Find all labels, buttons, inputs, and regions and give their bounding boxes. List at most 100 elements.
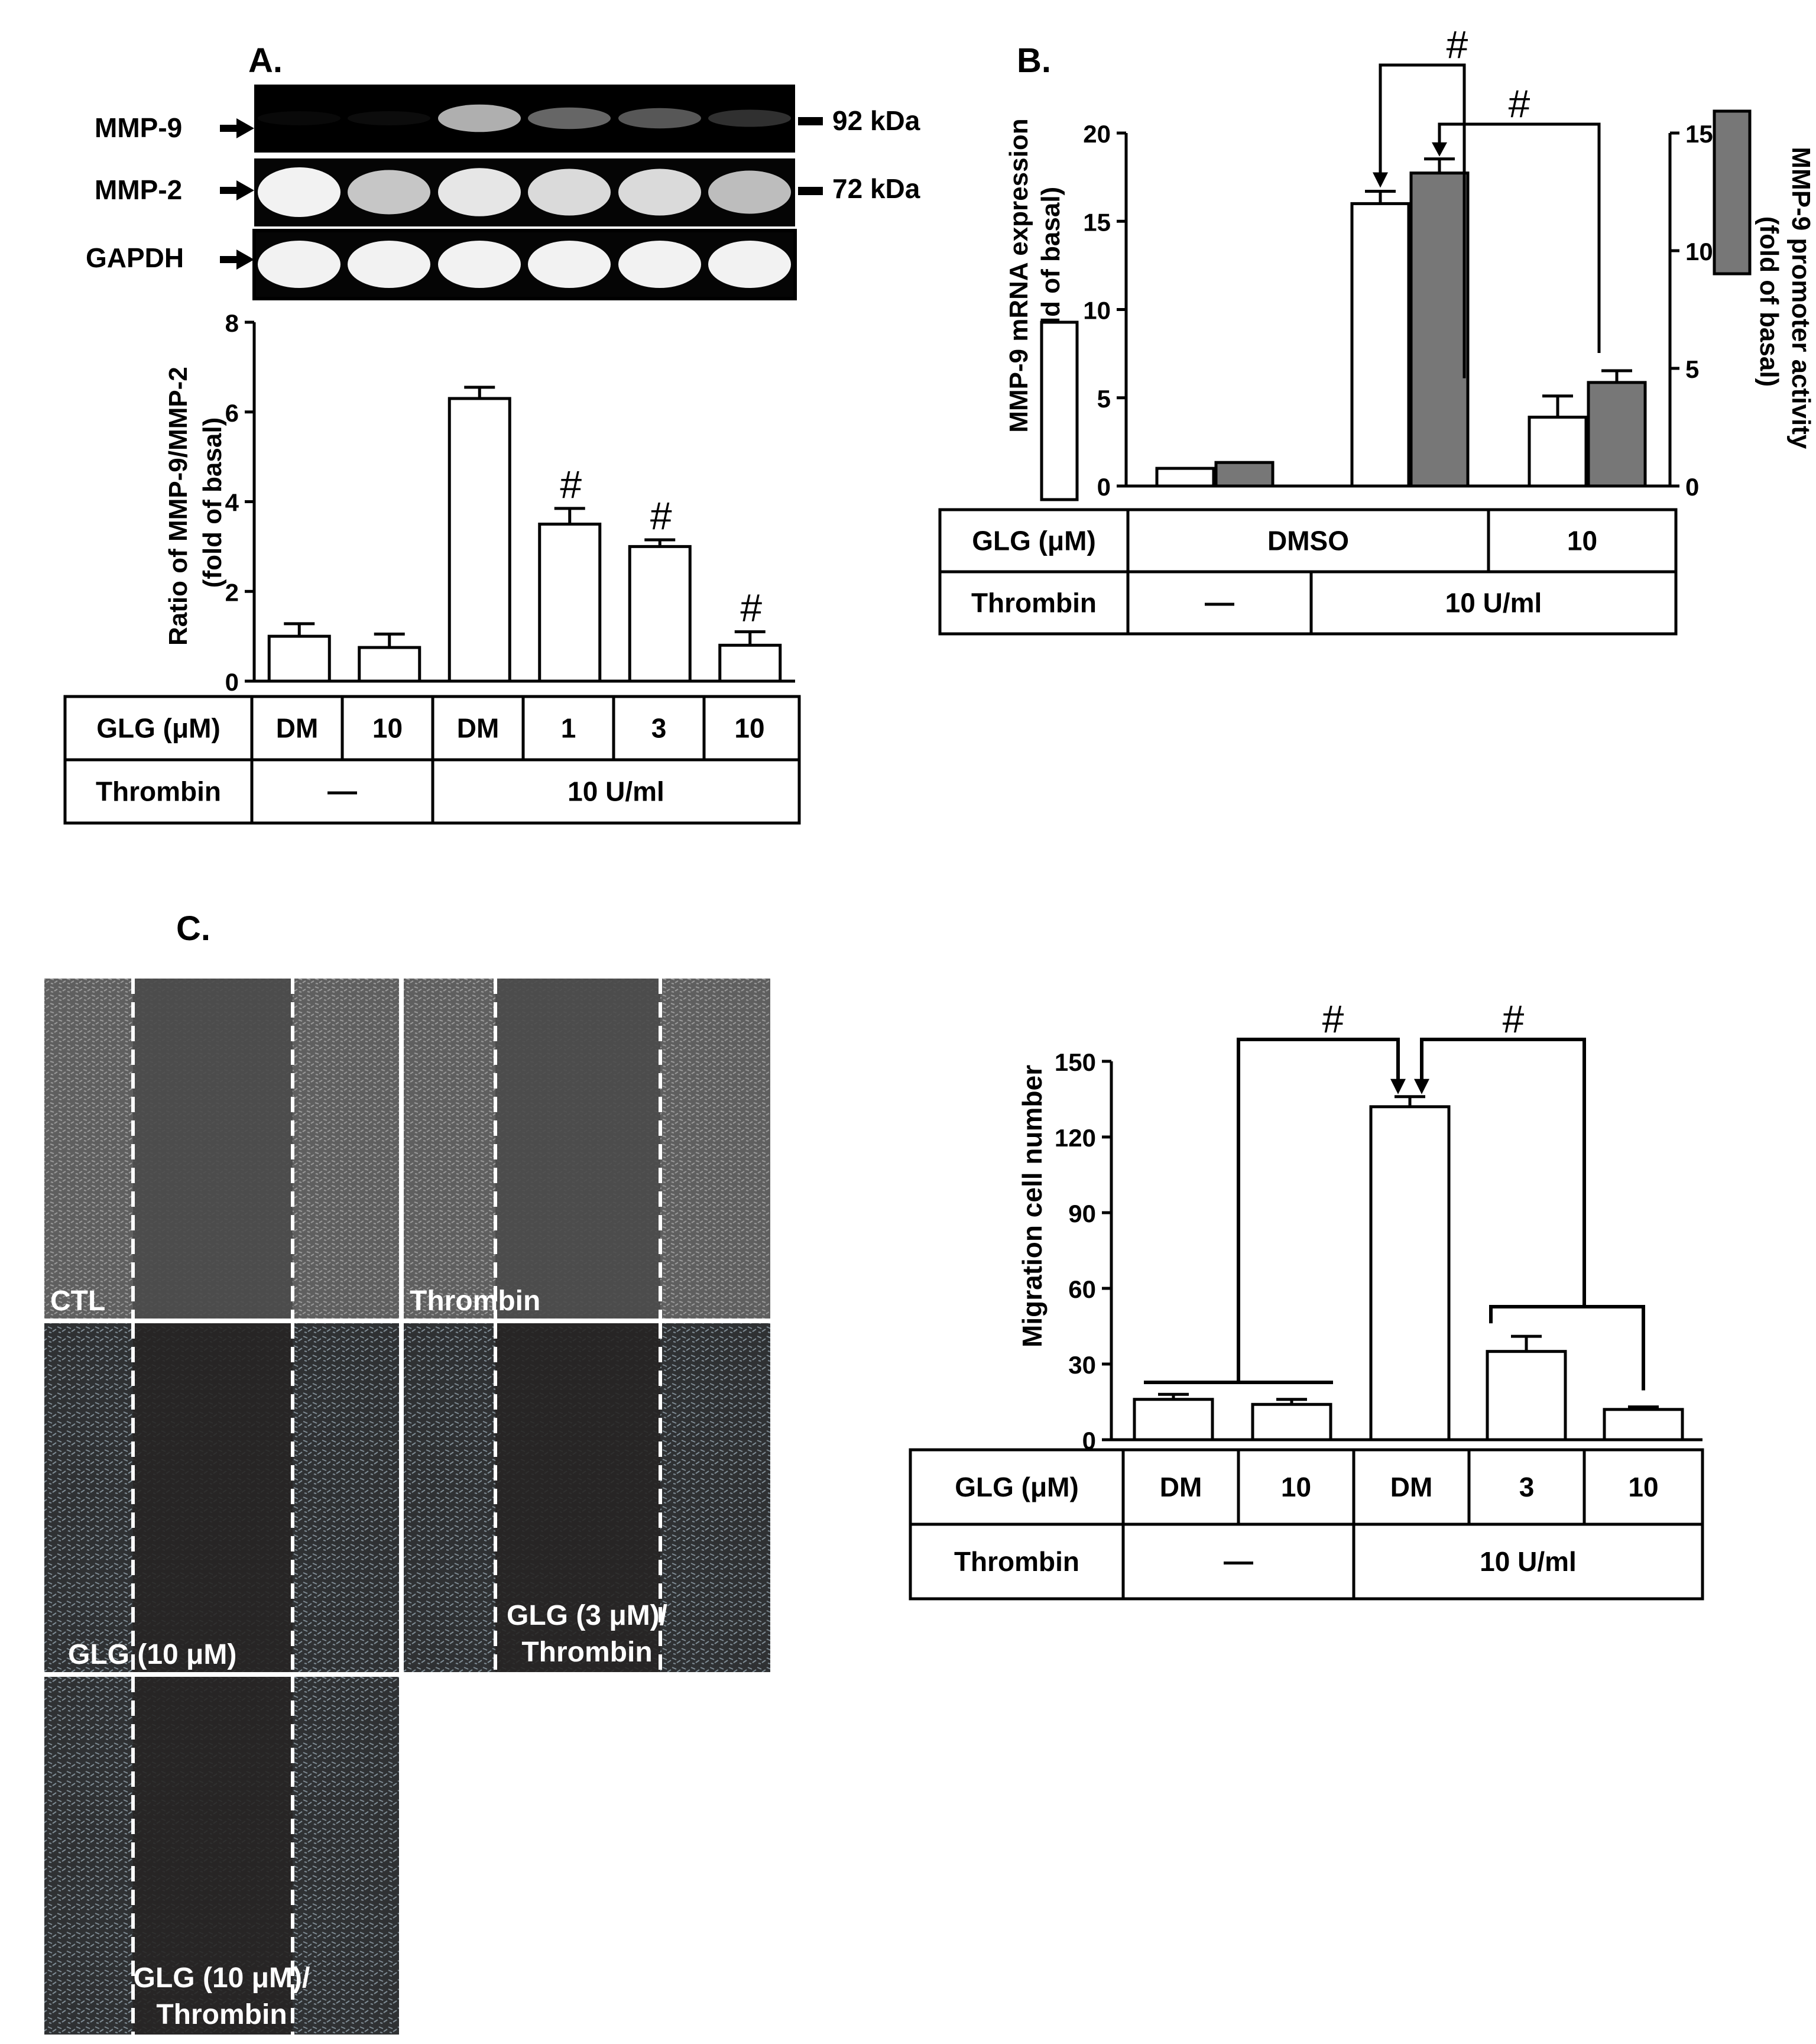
table-b-thrombin-value: 10 U/ml (1445, 588, 1542, 618)
scratch-area (495, 1323, 660, 1672)
chart-a-bar-6 (718, 643, 782, 683)
chart-b: MMP-9 mRNA expression (fold of basal) MM… (1004, 22, 1815, 501)
blot-gapdh-band-lane-2 (348, 241, 430, 288)
micrograph-label: GLG (10 μM)/Thrombin (134, 1962, 310, 2030)
kda-label-92: 92 kDa (832, 105, 920, 136)
legend-swatch-white (1040, 320, 1079, 501)
chart-a-tick-label: 2 (225, 578, 239, 606)
chart-c-bracket-2-arrow (1414, 1078, 1429, 1094)
blot-mmp9-band-lane-6 (708, 109, 791, 127)
chart-a-tick-label: 0 (225, 668, 239, 696)
chart-b-ylabel-right: MMP-9 promoter activity (fold of basal) (1755, 147, 1815, 456)
chart-b-bracket-2 (1438, 122, 1601, 353)
table-a-glg-cell: DM (457, 713, 500, 744)
chart-b-annotation-1: # (1447, 22, 1468, 66)
chart-a-tick-label: 6 (225, 399, 239, 427)
chart-b-right-tick-label: 0 (1685, 473, 1699, 501)
blot-mmp9-band-lane-5 (618, 108, 701, 129)
chart-b-bar-s1-3 (1528, 416, 1588, 488)
chart-c: Migration cell number 0 30 60 90 120 150 # # (1017, 997, 1702, 1455)
micrograph-glg10: GLG (10 μM) (44, 1323, 399, 1672)
chart-c-bar-3 (1369, 1105, 1451, 1442)
chart-b-bar-s1-2 (1350, 202, 1410, 488)
chart-b-right-tick-label: 10 (1685, 238, 1713, 265)
table-c-glg-cell: DM (1390, 1472, 1433, 1502)
blot-mmp9-band-lane-2 (348, 111, 430, 126)
micrograph-glg10-thrombin: GLG (10 μM)/Thrombin (44, 1677, 399, 2035)
chart-c-bracket-1-arrow (1390, 1078, 1406, 1094)
chart-c-group-bracket (1489, 1305, 1645, 1391)
blot-mmp2-band-lane-6 (708, 170, 791, 214)
legend-swatch-gray (1713, 109, 1752, 276)
chart-c-tick-label: 90 (1068, 1200, 1096, 1227)
blot-row-label-mmp9: MMP-9 (95, 112, 182, 143)
chart-b-bracket-1 (1379, 63, 1466, 378)
table-a-glg-label: GLG (μM) (96, 713, 220, 744)
panel-label-c: C. (176, 909, 210, 948)
table-b-thrombin-label: Thrombin (971, 588, 1097, 618)
blot-gapdh-band-lane-5 (618, 241, 701, 288)
chart-c-tick-label: 120 (1055, 1124, 1096, 1152)
blot-mmp2-band-lane-5 (618, 169, 701, 216)
table-b: GLG (μM) Thrombin DMSO 10 — 10 U/ml (938, 508, 1678, 636)
blot-mmp2-band-lane-2 (348, 170, 430, 215)
chart-c-tick-label: 150 (1055, 1048, 1096, 1076)
blot-mmp2-band-lane-1 (258, 167, 340, 217)
micrograph-label: GLG (10 μM) (68, 1639, 236, 1670)
chart-b-left-tick-label: 10 (1083, 297, 1111, 325)
table-c-thrombin-dash: — (1224, 1544, 1253, 1577)
chart-a-annotation-6: # (740, 586, 762, 630)
blot-gapdh-band-lane-4 (528, 241, 611, 288)
blot-mmp9-strip (254, 85, 795, 153)
scratch-area (133, 1677, 293, 2035)
western-blot: MMP-9 MMP-2 GAPDH 92 kDa 72 kDa (86, 85, 920, 300)
chart-a-bar-2 (358, 646, 421, 683)
table-a-thrombin-value: 10 U/ml (568, 776, 664, 807)
chart-b-bracket-1-arrow (1373, 172, 1388, 188)
chart-a-bar-1 (267, 634, 331, 683)
chart-b-bar-s1-1 (1155, 467, 1215, 488)
table-c-glg-cell: 3 (1519, 1472, 1535, 1502)
micrograph-label: CTL (50, 1285, 105, 1317)
micrograph-label: GLG (3 μM)/Thrombin (507, 1600, 667, 1668)
table-a-glg-cell: 10 (734, 713, 764, 744)
scratch-area (133, 979, 293, 1319)
chart-b-bar-s2-3 (1587, 381, 1647, 488)
scratch-area (495, 979, 660, 1319)
micrograph-label: Thrombin (410, 1285, 540, 1317)
chart-c-bar-5 (1603, 1408, 1684, 1442)
table-c-glg-cell: 10 (1628, 1472, 1658, 1502)
chart-a: Ratio of MMP-9/MMP-2 (fold of basal) 0 2 4… (164, 309, 795, 696)
scratch-area (133, 1323, 293, 1672)
chart-b-right-tick-label: 5 (1685, 355, 1699, 383)
blot-gapdh-band-lane-1 (258, 241, 340, 288)
table-a-glg-cell: 3 (651, 713, 667, 744)
chart-c-annotation-2: # (1503, 997, 1525, 1041)
chart-c-bar-2 (1251, 1402, 1332, 1442)
blot-mmp9-band-lane-3 (438, 104, 521, 132)
chart-a-tick-label: 4 (225, 489, 239, 517)
chart-b-left-tick-label: 0 (1097, 473, 1111, 501)
blot-gapdh-band-lane-6 (708, 241, 791, 288)
chart-c-bar-4 (1486, 1350, 1567, 1442)
chart-c-bar-1 (1133, 1398, 1214, 1442)
blot-mmp2-band-lane-4 (528, 169, 611, 216)
micrograph-grid: CTL Thrombin GLG (10 μM) GLG (3 μM)/Thrombi… (44, 979, 770, 2035)
chart-c-ylabel: Migration cell number (1017, 1065, 1048, 1347)
table-b-thrombin-dash: — (1205, 586, 1234, 619)
chart-c-bracket-1 (1237, 1038, 1400, 1382)
table-b-glg-label: GLG (μM) (972, 526, 1096, 556)
panel-label-b: B. (1017, 41, 1051, 80)
chart-b-ylabel-left: MMP-9 mRNA expression (fold of basal) (1004, 111, 1065, 433)
chart-a-bar-3 (447, 397, 511, 683)
table-a: GLG (μM) Thrombin DM 10 DM 1 3 10 — 10 U/ml (63, 695, 801, 825)
chart-b-left-tick-label: 5 (1097, 385, 1111, 413)
blot-row-label-mmp2: MMP-2 (95, 174, 182, 205)
chart-b-right-tick-label: 15 (1685, 120, 1713, 148)
chart-a-tick-label: 8 (225, 309, 239, 337)
table-c-thrombin-value: 10 U/ml (1480, 1546, 1577, 1577)
blot-mmp2-strip (254, 158, 795, 226)
chart-a-ylabel: Ratio of MMP-9/MMP-2 (fold of basal) (164, 359, 227, 646)
panel-label-a: A. (248, 41, 283, 80)
